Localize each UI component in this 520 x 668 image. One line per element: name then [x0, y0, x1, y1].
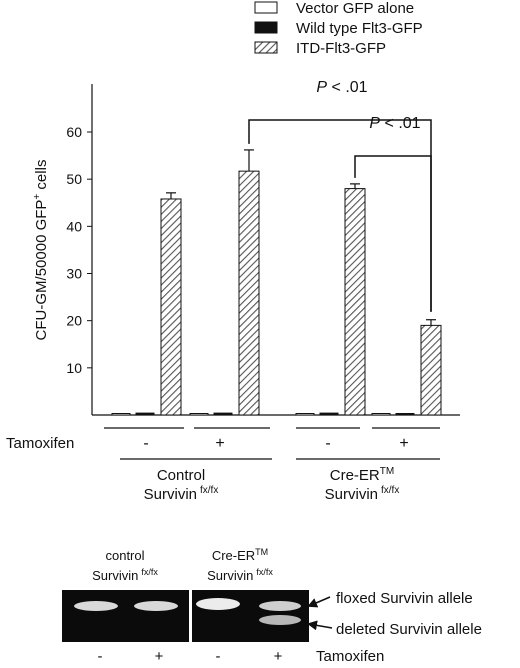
- legend-swatch-itd: [254, 41, 278, 54]
- bar-itd-2: [238, 170, 260, 416]
- y-axis-label-tail: cells: [33, 160, 50, 194]
- y-tick-label: 20: [66, 313, 82, 329]
- group-cre-sup: TM: [380, 466, 394, 477]
- y-axis-label: CFU-GM/50000 GFP+ cells: [32, 160, 50, 341]
- bar-wildtype-4: [395, 413, 415, 416]
- group-cre-survivin: Survivin: [325, 486, 378, 503]
- legend: Vector GFP alone Wild type Flt3-GFP ITD-…: [254, 0, 423, 57]
- tamoxifen-label: Tamoxifen: [6, 435, 74, 452]
- bars: [111, 149, 442, 416]
- y-tick-label: 10: [66, 360, 82, 376]
- gel-cre-sup: TM: [255, 547, 268, 557]
- gel-band-lane4-floxed: [259, 601, 301, 611]
- group-control-sup: fx/fx: [200, 485, 218, 496]
- group-cre-line2: Survivin fx/fx: [325, 485, 400, 503]
- gel-cre-line1: Cre-ERTM: [212, 547, 268, 563]
- legend-label-wildtype: Wild type Flt3-GFP: [296, 20, 423, 37]
- y-axis-label-sup: +: [32, 194, 43, 200]
- significance-bracket-1: [248, 119, 432, 312]
- group-control-line1: Control: [157, 467, 205, 484]
- gel-control-line2: Survivin fx/fx: [92, 567, 158, 583]
- bar-vector-2: [189, 413, 209, 416]
- legend-swatch-vector: [254, 1, 278, 14]
- tamoxifen-sign-1: -: [143, 435, 148, 452]
- gel-cre-survivin: Survivin: [207, 568, 253, 583]
- significance-annotations: P < .01 P < .01: [248, 79, 432, 312]
- tamoxifen-sign-2: +: [215, 435, 224, 452]
- gel-lane-sign-3: -: [216, 648, 221, 665]
- gel-lane-sign-1: -: [98, 648, 103, 665]
- bar-vector-3: [295, 413, 315, 416]
- bar-itd-1: [160, 198, 182, 416]
- gel-band-label-deleted: deleted Survivin allele: [336, 621, 482, 638]
- gel-image-left: [62, 590, 189, 642]
- bar-itd-4: [420, 324, 442, 416]
- group-control-line2: Survivin fx/fx: [144, 485, 219, 503]
- gel-section: control Survivin fx/fx Cre-ERTM Survivin f…: [62, 547, 482, 665]
- y-ticks: 10 20 30 40 50 60: [66, 124, 92, 376]
- bar-vector-1: [111, 413, 131, 416]
- gel-band-lane1-floxed: [74, 601, 118, 611]
- group-cre-line1: Cre-ERTM: [330, 466, 394, 484]
- y-tick-label: 50: [66, 171, 82, 187]
- legend-swatch-wildtype: [254, 21, 278, 34]
- chart-area: 10 20 30 40 50 60 CFU-GM/50000 GFP+ cells P <…: [32, 79, 460, 416]
- significance-label-2: P < .01: [369, 115, 420, 132]
- gel-arrow-deleted: [307, 620, 333, 631]
- gel-band-lane4-deleted: [259, 615, 301, 625]
- group-control-survivin: Survivin: [144, 486, 197, 503]
- y-tick-label: 40: [66, 218, 82, 234]
- bar-itd-3: [344, 188, 366, 416]
- y-tick-label: 30: [66, 266, 82, 282]
- legend-label-itd: ITD-Flt3-GFP: [296, 40, 386, 57]
- y-axis-label-main: CFU-GM/50000 GFP: [33, 200, 50, 341]
- gel-band-label-floxed: floxed Survivin allele: [336, 590, 473, 607]
- gel-cre-name: Cre-ER: [212, 548, 255, 563]
- legend-label-vector: Vector GFP alone: [296, 0, 414, 17]
- gel-control-line1: control: [105, 548, 144, 563]
- gel-control-sup: fx/fx: [141, 567, 158, 577]
- gel-control-survivin: Survivin: [92, 568, 138, 583]
- gel-lane-sign-4: +: [274, 648, 283, 665]
- group-cre-name: Cre-ER: [330, 467, 380, 484]
- bar-wildtype-3: [319, 412, 339, 416]
- significance-bracket-2: [354, 155, 432, 312]
- tamoxifen-row: Tamoxifen - + - +: [6, 427, 440, 452]
- tamoxifen-sign-4: +: [399, 435, 408, 452]
- bar-wildtype-1: [135, 412, 155, 416]
- gel-arrow-floxed: [307, 596, 331, 608]
- group-labels: Control Survivin fx/fx Cre-ERTM Survivin f…: [120, 458, 440, 503]
- gel-band-lane3-floxed: [196, 598, 240, 610]
- bar-wildtype-2: [213, 412, 233, 416]
- significance-label-1: P < .01: [316, 79, 367, 96]
- bar-vector-4: [371, 413, 391, 416]
- gel-tamoxifen-label: Tamoxifen: [316, 648, 384, 665]
- gel-cre-line2: Survivin fx/fx: [207, 567, 273, 583]
- gel-cre-sup2: fx/fx: [256, 567, 273, 577]
- y-tick-label: 60: [66, 124, 82, 140]
- tamoxifen-sign-3: -: [325, 435, 330, 452]
- group-cre-sup2: fx/fx: [381, 485, 399, 496]
- gel-lane-sign-2: +: [155, 648, 164, 665]
- gel-band-lane2-floxed: [134, 601, 178, 611]
